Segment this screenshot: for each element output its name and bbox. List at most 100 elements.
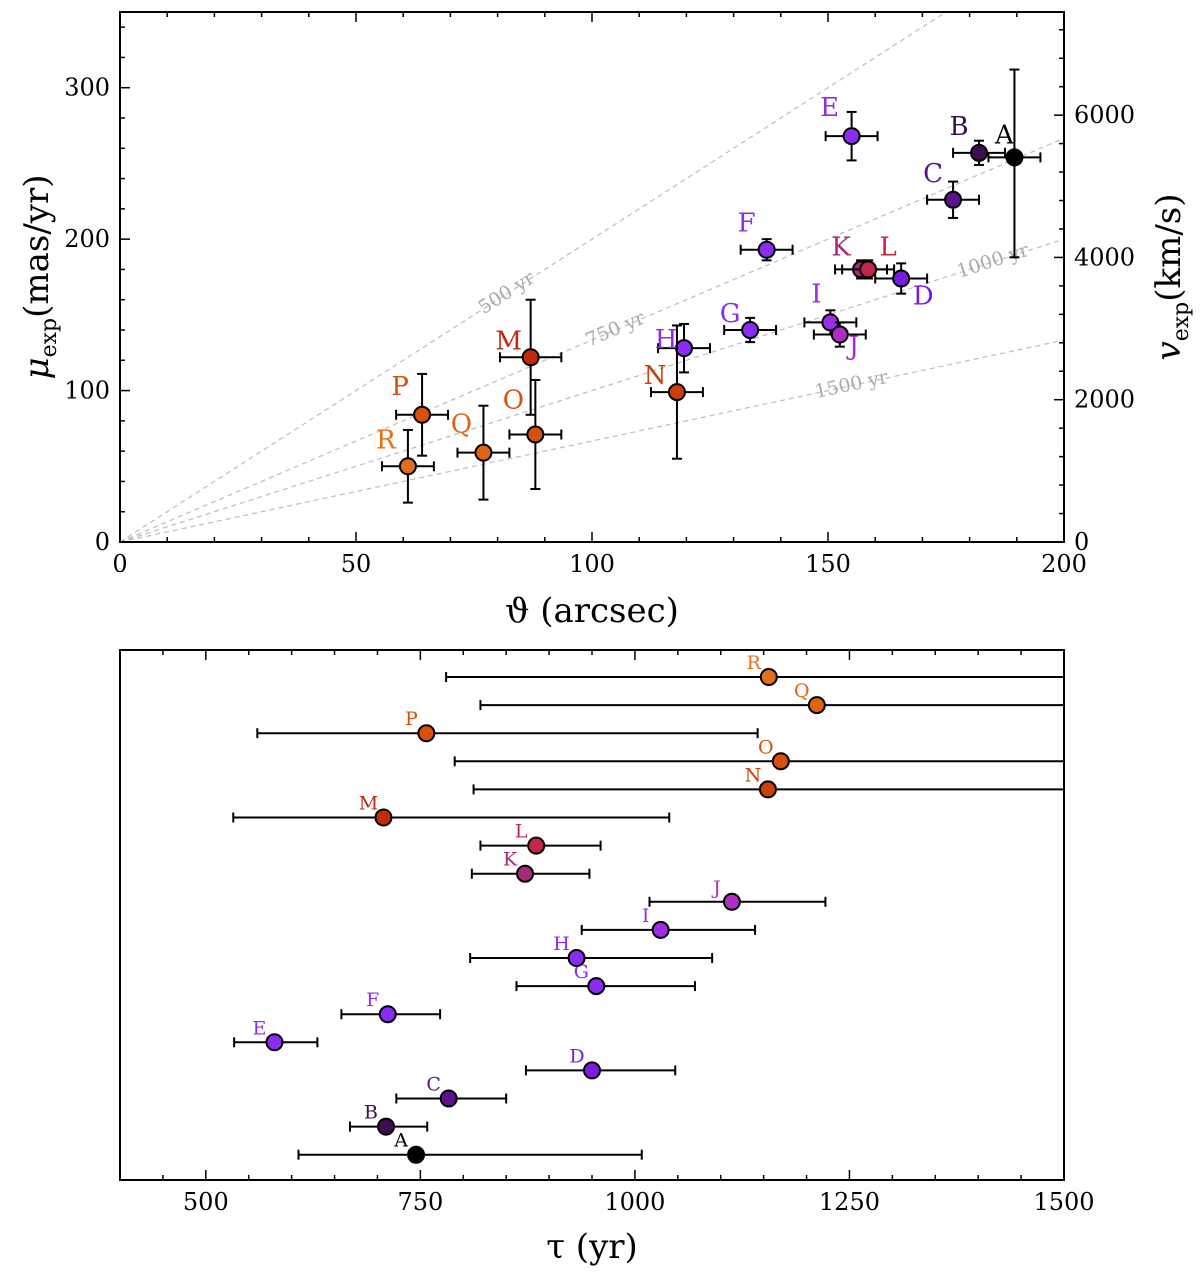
interval-group-N: N bbox=[472, 764, 1064, 799]
interval-group-K: K bbox=[470, 849, 591, 883]
point-label-D: D bbox=[913, 282, 934, 312]
interval-group-J: J bbox=[648, 877, 827, 911]
point-label-C: C bbox=[923, 159, 943, 189]
point-label-E: E bbox=[820, 93, 839, 123]
y2-axis-symbol: v bbox=[1149, 341, 1189, 360]
age-point-P bbox=[417, 724, 436, 743]
data-point-F bbox=[757, 240, 776, 259]
point-group-M: M bbox=[495, 298, 563, 416]
age-point-F bbox=[378, 1005, 397, 1024]
point-label-O: O bbox=[503, 385, 524, 415]
age-label-K: K bbox=[503, 849, 518, 871]
x-axis-label: τ (yr) bbox=[546, 1227, 638, 1267]
y-axis-subscript: exp bbox=[37, 318, 62, 358]
interval-group-A: A bbox=[297, 1130, 643, 1164]
interval-group-E: E bbox=[233, 1017, 319, 1052]
point-label-H: H bbox=[655, 325, 678, 355]
age-guide-lines bbox=[120, 12, 1064, 542]
data-point-B bbox=[970, 143, 989, 162]
data-point-L bbox=[859, 260, 878, 279]
point-group-C: C bbox=[923, 159, 981, 219]
age-line-label: 1500 yr bbox=[813, 366, 891, 403]
point-group-L: L bbox=[841, 232, 897, 280]
point-label-J: J bbox=[846, 332, 859, 362]
data-point-H bbox=[675, 339, 694, 358]
x-tick-label: 1250 bbox=[819, 1188, 880, 1216]
y2-axis-unit: (km/s) bbox=[1149, 193, 1189, 301]
x-tick-label: 200 bbox=[1041, 550, 1087, 578]
age-point-K bbox=[516, 864, 535, 883]
point-label-F: F bbox=[738, 209, 756, 239]
age-line-label: 500 yr bbox=[474, 266, 539, 319]
y2-axis-subscript: exp bbox=[1169, 302, 1194, 342]
point-group-N: N bbox=[644, 324, 704, 460]
x-tick-label: 750 bbox=[397, 1188, 443, 1216]
age-point-O bbox=[771, 752, 790, 771]
age-label-Q: Q bbox=[794, 680, 810, 702]
y-tick-label: 200 bbox=[64, 225, 110, 253]
point-label-G: G bbox=[720, 299, 741, 329]
y2-tick-label: 0 bbox=[1074, 528, 1089, 556]
data-point-D bbox=[892, 269, 911, 288]
point-group-I: I bbox=[803, 279, 858, 336]
point-group-G: G bbox=[720, 299, 778, 344]
point-group-P: P bbox=[391, 372, 450, 457]
data-point-N bbox=[667, 383, 686, 402]
x-tick-label: 50 bbox=[341, 550, 372, 578]
interval-group-M: M bbox=[232, 793, 671, 827]
age-point-M bbox=[374, 808, 393, 827]
point-label-I: I bbox=[811, 279, 821, 309]
age-point-J bbox=[722, 892, 741, 911]
y-axis-symbol: μ bbox=[17, 357, 57, 379]
interval-group-O: O bbox=[453, 736, 1064, 771]
age-point-E bbox=[265, 1033, 284, 1052]
point-label-Q: Q bbox=[451, 410, 472, 440]
point-label-N: N bbox=[644, 361, 667, 391]
point-label-P: P bbox=[391, 372, 409, 402]
point-label-A: A bbox=[994, 120, 1015, 150]
point-group-A: A bbox=[987, 68, 1042, 259]
data-point-P bbox=[413, 405, 432, 424]
data-point-C bbox=[944, 190, 963, 209]
point-group-E: E bbox=[820, 93, 879, 162]
age-line-1000 bbox=[120, 238, 1064, 542]
data-point-G bbox=[741, 321, 760, 339]
data-point-Q bbox=[474, 443, 493, 462]
point-group-D: D bbox=[874, 262, 934, 312]
age-point-C bbox=[439, 1089, 458, 1108]
interval-group-C: C bbox=[395, 1074, 508, 1108]
point-label-R: R bbox=[376, 425, 397, 455]
x-tick-label: 150 bbox=[805, 550, 851, 578]
interval-group-L: L bbox=[479, 821, 602, 855]
bottom-plot-frame bbox=[119, 649, 1065, 1181]
data-point-R bbox=[398, 457, 417, 476]
data-point-A bbox=[1005, 148, 1024, 167]
point-group-F: F bbox=[738, 209, 794, 262]
age-line-label: 1000 yr bbox=[954, 239, 1032, 283]
age-label-N: N bbox=[745, 764, 762, 786]
age-point-A bbox=[407, 1145, 426, 1164]
age-point-N bbox=[758, 780, 777, 799]
age-label-J: J bbox=[711, 877, 721, 899]
age-label-M: M bbox=[359, 793, 378, 815]
y2-axis-label: vexp(km/s) bbox=[1149, 193, 1194, 360]
top-plot-frame bbox=[119, 11, 1065, 543]
point-label-M: M bbox=[495, 326, 522, 356]
interval-group-F: F bbox=[340, 989, 442, 1024]
point-group-J: J bbox=[812, 321, 867, 362]
x-tick-label: 1000 bbox=[604, 1188, 665, 1216]
bottom-chart-panel: 500 750 1000 1250 1500 τ (yr) AB C D E F GH I J KL M NO P… bbox=[119, 649, 1095, 1267]
data-point-J bbox=[830, 325, 849, 344]
data-point-E bbox=[842, 127, 861, 146]
point-group-O: O bbox=[503, 378, 563, 490]
point-group-B: B bbox=[949, 112, 1006, 166]
point-group-Q: Q bbox=[451, 404, 511, 501]
age-point-D bbox=[583, 1061, 601, 1080]
age-point-Q bbox=[807, 696, 826, 715]
x-tick-label: 100 bbox=[569, 550, 615, 578]
interval-group-D: D bbox=[524, 1045, 677, 1080]
age-label-C: C bbox=[426, 1074, 441, 1096]
y2-tick-label: 2000 bbox=[1074, 386, 1135, 414]
age-label-P: P bbox=[405, 708, 418, 730]
age-label-A: A bbox=[393, 1130, 408, 1152]
